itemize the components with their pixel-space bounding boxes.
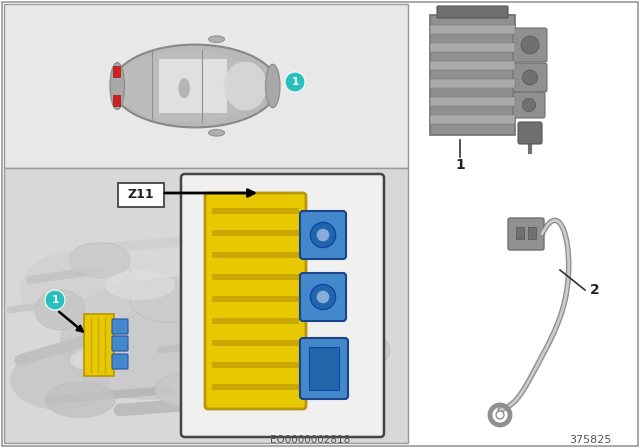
Bar [430,97,515,106]
Ellipse shape [130,277,210,323]
Bar [430,61,515,70]
Text: 1: 1 [455,158,465,172]
Ellipse shape [209,36,225,43]
Bar [4,4,408,168]
Bar [212,340,299,346]
FancyBboxPatch shape [508,218,544,250]
FancyBboxPatch shape [300,211,346,259]
Ellipse shape [105,270,175,300]
FancyBboxPatch shape [513,28,547,62]
Bar [430,25,515,34]
Text: 375825: 375825 [569,435,611,445]
FancyBboxPatch shape [300,273,346,321]
Ellipse shape [110,63,124,109]
Ellipse shape [179,78,190,98]
Bar [212,362,299,368]
FancyBboxPatch shape [112,336,128,351]
Text: 1: 1 [291,77,299,87]
FancyBboxPatch shape [205,193,306,409]
Text: 1: 1 [51,295,59,305]
Bar [113,95,120,106]
Ellipse shape [112,45,278,127]
FancyBboxPatch shape [300,338,348,399]
Bar [212,208,299,214]
FancyBboxPatch shape [118,183,164,207]
Ellipse shape [35,290,85,330]
FancyBboxPatch shape [437,6,508,18]
Ellipse shape [60,280,240,400]
Ellipse shape [70,242,130,277]
Bar [212,252,299,258]
Bar [212,318,299,324]
Bar [528,227,536,239]
Bar [212,296,299,302]
FancyBboxPatch shape [112,354,128,369]
Ellipse shape [266,65,280,108]
Text: 2: 2 [590,283,600,297]
Ellipse shape [224,61,267,111]
FancyBboxPatch shape [430,15,515,135]
Bar [113,66,120,78]
FancyBboxPatch shape [513,63,547,92]
Circle shape [310,284,335,310]
Bar [4,168,408,443]
Ellipse shape [195,348,245,372]
FancyBboxPatch shape [181,174,384,437]
Circle shape [521,36,539,54]
Circle shape [317,291,330,303]
Bar [430,43,515,52]
FancyBboxPatch shape [112,319,128,334]
FancyBboxPatch shape [84,314,114,376]
Circle shape [317,228,330,241]
Ellipse shape [285,255,355,305]
Bar [430,79,515,88]
Circle shape [45,290,65,310]
Ellipse shape [45,383,115,418]
Ellipse shape [70,350,110,370]
Ellipse shape [330,330,390,370]
FancyBboxPatch shape [513,92,545,118]
Bar [212,274,299,280]
Bar [309,347,339,390]
Ellipse shape [155,370,245,410]
Bar [212,230,299,236]
Text: EO0000002818: EO0000002818 [270,435,350,445]
Ellipse shape [10,350,110,410]
Circle shape [522,99,536,112]
Bar [430,115,515,124]
Circle shape [522,70,538,85]
Bar [212,384,299,390]
Circle shape [310,222,335,248]
Ellipse shape [116,50,260,122]
Circle shape [496,411,504,419]
Bar [516,227,524,239]
Text: Z11: Z11 [128,189,154,202]
Bar [159,59,227,113]
FancyBboxPatch shape [518,122,542,144]
Circle shape [285,72,305,92]
Ellipse shape [209,129,225,136]
Ellipse shape [270,378,350,422]
Ellipse shape [20,250,140,330]
